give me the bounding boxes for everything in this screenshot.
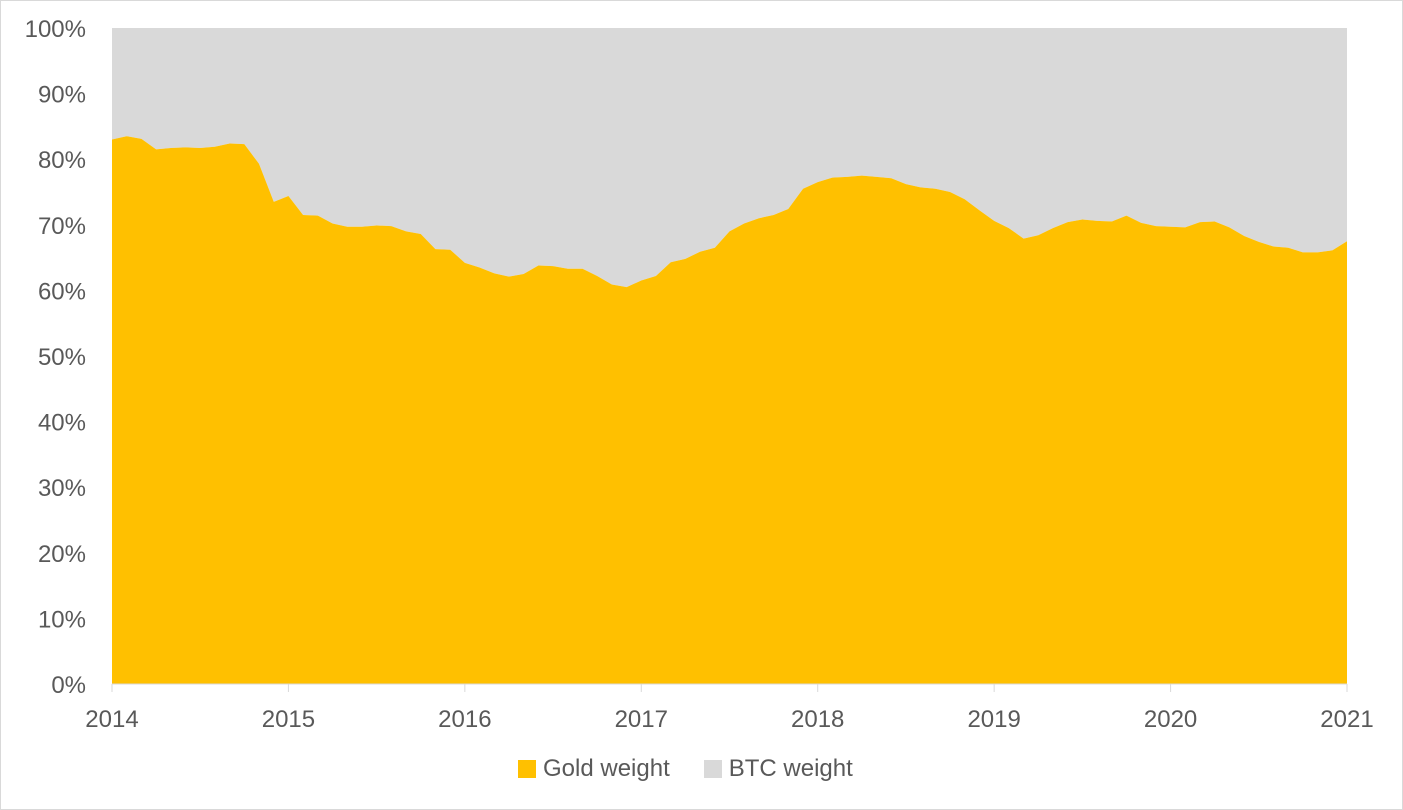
y-tick-label: 80% bbox=[38, 147, 86, 174]
legend-swatch-gold bbox=[518, 760, 536, 778]
x-tick-label: 2017 bbox=[615, 706, 668, 733]
legend-swatch-btc bbox=[703, 760, 722, 778]
y-tick-label: 50% bbox=[38, 344, 86, 371]
x-tick-label: 2019 bbox=[967, 706, 1020, 733]
y-tick-label: 20% bbox=[38, 541, 86, 568]
y-tick-label: 90% bbox=[38, 82, 86, 109]
gold-weight-area bbox=[112, 136, 1347, 685]
y-tick-label: 40% bbox=[38, 410, 86, 437]
legend-label-btc: BTC weight bbox=[728, 755, 853, 782]
x-tick-label: 2020 bbox=[1144, 706, 1197, 733]
x-tick-label: 2014 bbox=[85, 706, 138, 733]
y-tick-label: 0% bbox=[51, 672, 86, 699]
legend-item-btc: BTC weight bbox=[703, 755, 853, 783]
x-tick-label: 2018 bbox=[791, 706, 844, 733]
x-tick-label: 2021 bbox=[1320, 706, 1373, 733]
y-tick-label: 10% bbox=[38, 606, 86, 633]
legend-label-gold: Gold weight bbox=[543, 755, 670, 782]
y-tick-label: 30% bbox=[38, 475, 86, 502]
legend-item-gold: Gold weight bbox=[518, 755, 670, 783]
btc-weight-area bbox=[112, 28, 1347, 288]
y-tick-label: 100% bbox=[25, 16, 86, 43]
y-tick-label: 60% bbox=[38, 278, 86, 305]
y-tick-label: 70% bbox=[38, 213, 86, 240]
legend: Gold weight BTC weight bbox=[518, 755, 887, 783]
x-tick-label: 2015 bbox=[262, 706, 315, 733]
x-tick-label: 2016 bbox=[438, 706, 491, 733]
